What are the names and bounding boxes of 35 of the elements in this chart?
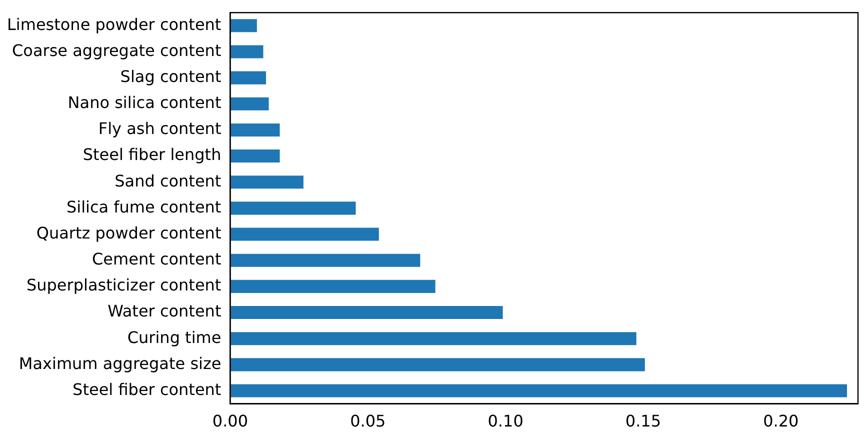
x-tick-label: 0.20 [763,412,799,431]
bar [230,45,264,58]
x-tick-label: 0.00 [212,412,248,431]
y-tick-label: Limestone powder content [6,14,222,34]
bar [230,176,304,189]
y-tick-label: Silica fume content [66,197,222,216]
bar [230,332,636,346]
bar [230,150,280,163]
bar [230,358,645,372]
bar [230,280,436,293]
y-tick-label: Fly ash content [98,119,222,138]
y-tick-label: Nano silica content [68,93,222,112]
y-tick-label: Water content [108,302,222,321]
x-tick-label: 0.05 [350,412,386,431]
y-tick-label: Quartz powder content [36,223,222,242]
bar [230,123,280,136]
y-tick-label: Curing time [127,328,222,347]
x-tick-label: 0.15 [625,412,662,431]
y-tick-label: Maximum aggregate size [18,354,222,373]
y-tick-label: Sand content [114,171,222,190]
bar [230,202,356,215]
bar [230,306,503,320]
y-tick-label: Steel fiber content [72,380,222,399]
bar [230,97,269,110]
bar [230,254,420,267]
y-tick-label: Cement content [92,250,222,269]
bar [230,384,847,398]
y-tick-label: Steel fiber length [82,145,222,164]
bar [230,19,257,32]
y-tick-label: Superplasticizer content [26,276,222,295]
y-tick-label: Slag content [120,66,222,86]
bar [230,71,266,84]
x-tick-label: 0.10 [488,412,524,431]
bar [230,228,379,241]
y-tick-label: Coarse aggregate content [12,40,222,60]
